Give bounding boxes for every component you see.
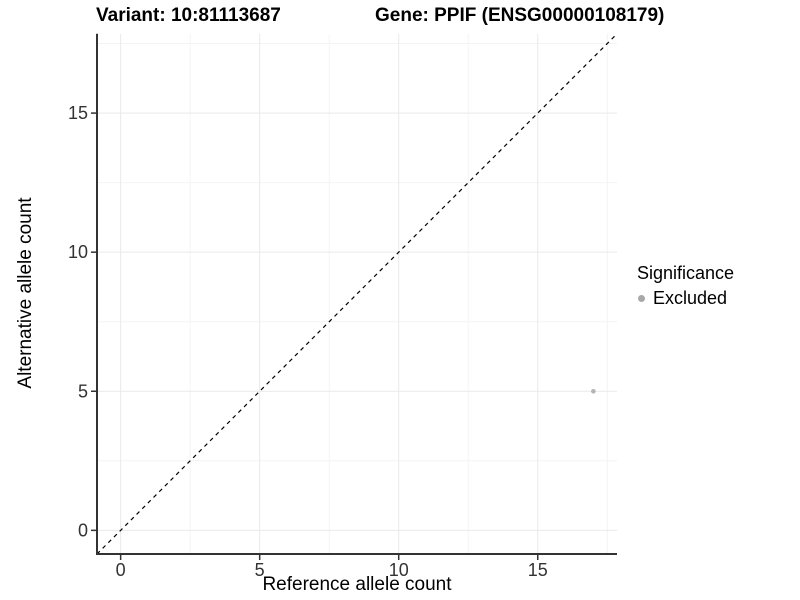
x-tick-label: 5 — [255, 560, 265, 580]
legend: Significance Excluded — [637, 263, 734, 309]
data-point — [591, 388, 596, 394]
x-tick-label: 15 — [528, 560, 548, 580]
legend-title: Significance — [637, 263, 735, 283]
legend-item-label: Excluded — [653, 288, 728, 308]
y-tick-label: 15 — [68, 103, 88, 123]
y-axis-title: Alternative allele count — [15, 197, 36, 389]
excluded-point-icon — [637, 295, 645, 302]
y-tick-label: 5 — [78, 381, 88, 401]
identity-line — [96, 33, 618, 555]
x-tick-label: 10 — [389, 560, 409, 580]
plot-title-gene: Gene: PPIF (ENSG00000108179) — [375, 5, 665, 26]
legend-item-excluded: Excluded — [637, 288, 734, 309]
x-axis-title: Reference allele count — [262, 574, 452, 595]
y-tick-label: 0 — [78, 520, 88, 540]
legend-key — [629, 289, 653, 309]
plot-title-variant: Variant: 10:81113687 — [96, 5, 281, 26]
x-tick-label: 0 — [116, 560, 126, 580]
y-tick-label: 10 — [68, 242, 88, 262]
